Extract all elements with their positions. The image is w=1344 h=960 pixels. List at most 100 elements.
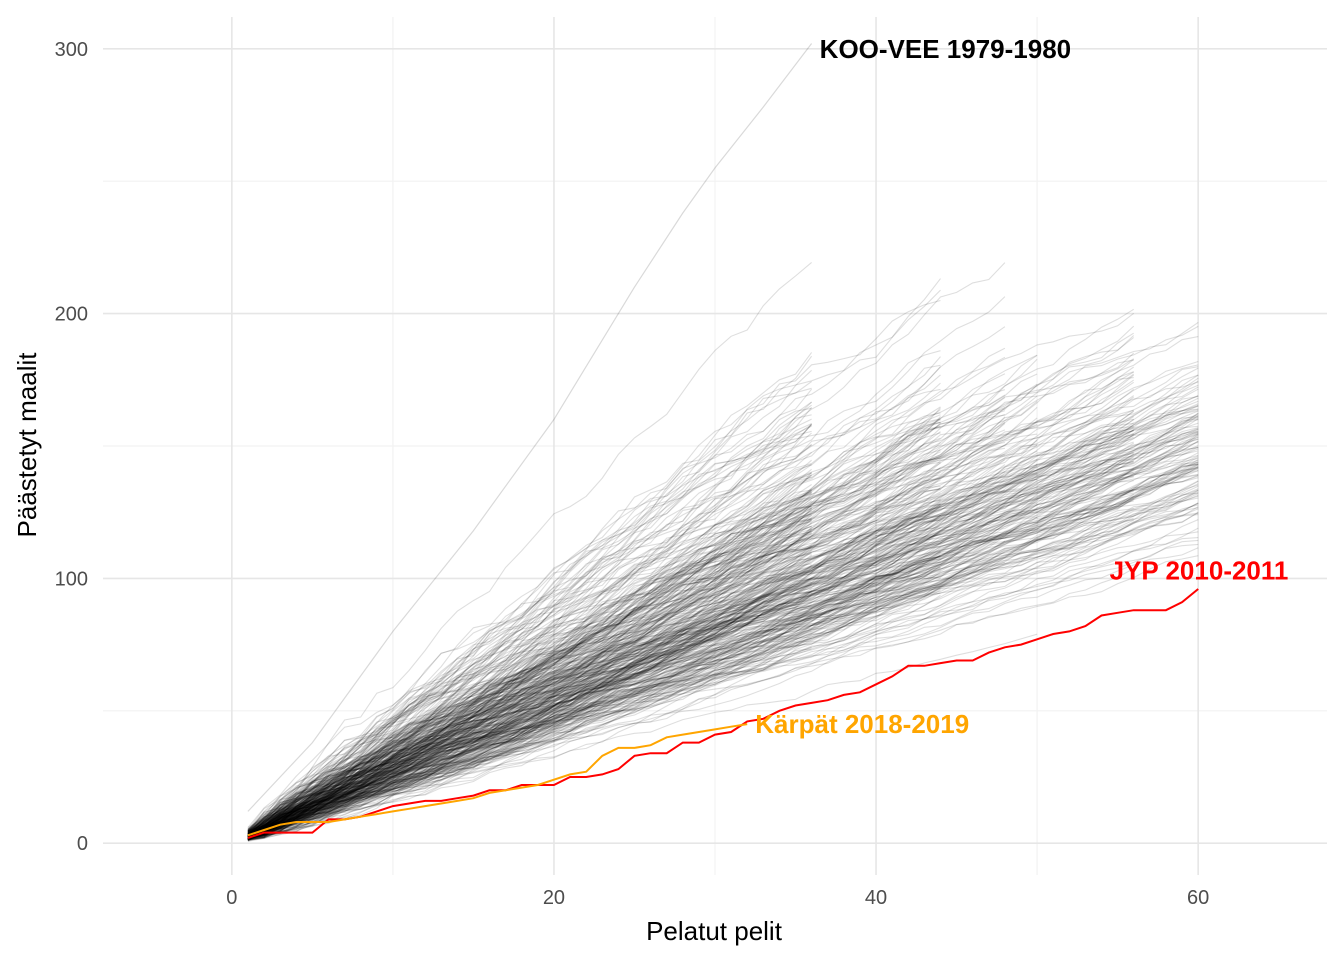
season-line [247, 296, 1006, 831]
season-line [247, 493, 1135, 840]
season-line [247, 436, 1199, 841]
season-line [247, 494, 1199, 835]
season-line [247, 519, 1134, 838]
season-line [247, 432, 941, 832]
season-line [247, 414, 812, 838]
season-line [247, 492, 1199, 840]
season-line [247, 465, 1038, 840]
season-line [247, 421, 941, 837]
x-tick-label: 20 [543, 887, 565, 909]
season-line [247, 512, 1199, 838]
season-line [247, 364, 941, 840]
season-line [247, 514, 1199, 837]
season-line [247, 404, 1199, 833]
season-line [247, 459, 1199, 837]
y-tick-label: 200 [55, 304, 88, 326]
season-line [247, 567, 941, 839]
season-line [247, 337, 1135, 835]
season-line [247, 433, 1135, 835]
season-line [247, 445, 1038, 836]
season-line [247, 487, 941, 836]
season-line [247, 452, 1134, 838]
season-line [247, 522, 812, 833]
season-line [247, 591, 812, 841]
season-line [247, 395, 1135, 835]
season-line [247, 495, 1199, 840]
season-line [247, 400, 1038, 836]
season-line [247, 417, 1038, 840]
season-line [247, 441, 1005, 839]
season-line [247, 476, 812, 838]
season-line [247, 479, 941, 841]
season-line [247, 388, 1135, 836]
season-line [247, 422, 1134, 836]
season-line [247, 464, 1199, 837]
y-tick-label: 300 [55, 39, 88, 61]
season-line [247, 405, 1199, 838]
season-line [247, 430, 812, 839]
season-line [247, 489, 1199, 841]
season-line [247, 467, 941, 836]
season-line [247, 471, 1006, 839]
season-line [247, 410, 1199, 840]
season-line [247, 436, 1199, 840]
season-line [247, 444, 1199, 838]
season-line [247, 356, 941, 838]
y-tick-label: 0 [77, 833, 88, 855]
season-line [247, 448, 941, 840]
season-line [247, 592, 941, 841]
season-line [247, 555, 941, 841]
season-line [247, 545, 812, 836]
season-line [247, 459, 812, 830]
season-line [247, 355, 813, 831]
season-line [247, 513, 812, 837]
season-line [247, 443, 812, 838]
season-line [247, 408, 1199, 838]
season-line [247, 574, 941, 836]
season-line [247, 531, 812, 836]
season-line [247, 422, 1199, 840]
season-line [247, 422, 941, 835]
season-line [247, 519, 812, 837]
season-line [247, 397, 1199, 841]
season-line [247, 373, 1006, 832]
season-line [247, 430, 1199, 841]
season-line [247, 471, 813, 838]
season-line [247, 464, 1199, 838]
season-line [247, 382, 941, 836]
grid-minor [103, 17, 1327, 875]
season-line [247, 450, 1038, 834]
season-line [247, 416, 941, 840]
season-line [247, 407, 941, 832]
season-line [247, 405, 1199, 838]
season-line [247, 440, 1199, 837]
season-line [247, 533, 812, 834]
season-line [247, 490, 812, 833]
season-line [247, 440, 1199, 841]
season-line [247, 496, 1134, 836]
season-line [247, 520, 941, 837]
season-line [247, 369, 812, 834]
season-line [247, 594, 941, 840]
season-line [247, 425, 941, 838]
season-line [247, 410, 1135, 835]
season-line [247, 525, 812, 838]
season-line [247, 485, 941, 840]
season-line [247, 490, 1134, 837]
season-line [247, 587, 941, 841]
season-line [247, 577, 941, 840]
season-line [247, 463, 1199, 838]
season-line [247, 489, 941, 841]
season-line [247, 459, 1199, 839]
season-line [247, 418, 941, 837]
season-line [247, 381, 1135, 832]
season-line [247, 493, 1199, 835]
season-line [247, 423, 1038, 839]
season-line [247, 532, 812, 840]
season-line [247, 413, 1006, 834]
season-line [247, 409, 941, 833]
x-tick-label: 40 [865, 887, 887, 909]
season-line [247, 466, 1199, 837]
season-line [247, 589, 941, 840]
season-line [247, 537, 1199, 842]
